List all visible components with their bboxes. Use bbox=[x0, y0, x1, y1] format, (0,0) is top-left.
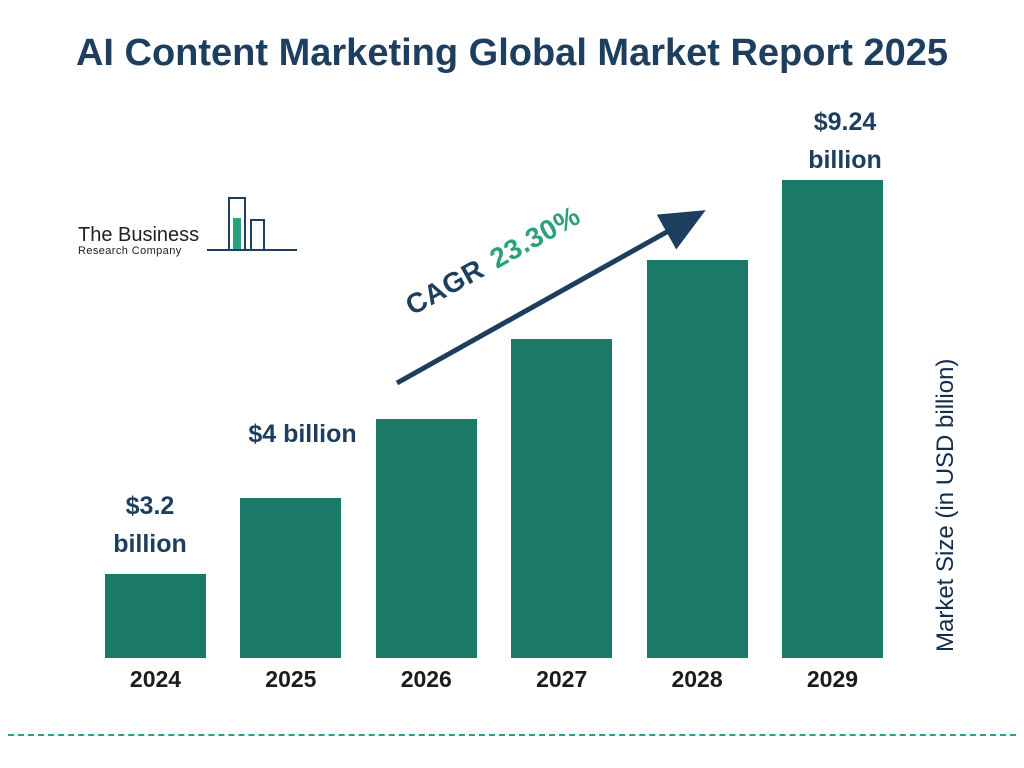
bar-2028 bbox=[646, 260, 748, 658]
bar-chart: 2024 2025 2026 2027 2028 2029 bbox=[88, 140, 900, 700]
value-label-2029-line1: $9.24 bbox=[813, 108, 877, 136]
company-logo-line2: Research Company bbox=[78, 245, 182, 258]
value-label-2024-line2: billion bbox=[113, 529, 187, 558]
bar-2029 bbox=[781, 180, 883, 658]
company-logo: The Business Research Company bbox=[78, 196, 298, 258]
x-axis-label-2024: 2024 bbox=[129, 665, 182, 692]
x-axis-label-2026: 2026 bbox=[400, 665, 452, 692]
x-axis-label-2029: 2029 bbox=[806, 665, 859, 692]
value-label-2029: $9.24 billion bbox=[775, 104, 915, 179]
bar-column-2027: 2027 bbox=[494, 140, 629, 700]
bar-column-2026: 2026 bbox=[359, 140, 494, 700]
value-label-2024: $3.2 billion bbox=[80, 488, 220, 563]
bar-column-2025: 2025 bbox=[223, 140, 358, 700]
bottom-dashed-divider bbox=[8, 734, 1016, 736]
x-axis-label-2025: 2025 bbox=[265, 665, 317, 692]
company-logo-line1: The Business bbox=[78, 224, 200, 247]
company-logo-text: The Business Research Company bbox=[78, 225, 199, 258]
trend-arrow-icon bbox=[395, 210, 706, 386]
bar-column-2028: 2028 bbox=[630, 140, 765, 700]
bar-2027 bbox=[511, 339, 613, 658]
y-axis-label: Market Size (in USD billion) bbox=[932, 358, 959, 652]
chart-title: AI Content Marketing Global Market Repor… bbox=[75, 32, 949, 74]
value-label-2029-line2: billion bbox=[808, 145, 882, 174]
value-label-2024-line1: $3.2 bbox=[125, 492, 175, 520]
bar-2026 bbox=[375, 419, 477, 658]
bar-column-2024: 2024 bbox=[88, 140, 223, 700]
x-axis-label-2027: 2027 bbox=[536, 665, 588, 692]
bar-column-2029: 2029 bbox=[765, 140, 900, 700]
value-label-2025: $4 billion bbox=[248, 420, 357, 448]
bar-2025 bbox=[240, 498, 342, 658]
x-axis-label-2028: 2028 bbox=[671, 665, 723, 692]
bar-2024 bbox=[105, 574, 206, 658]
bar-chart-logo-icon bbox=[207, 197, 298, 251]
